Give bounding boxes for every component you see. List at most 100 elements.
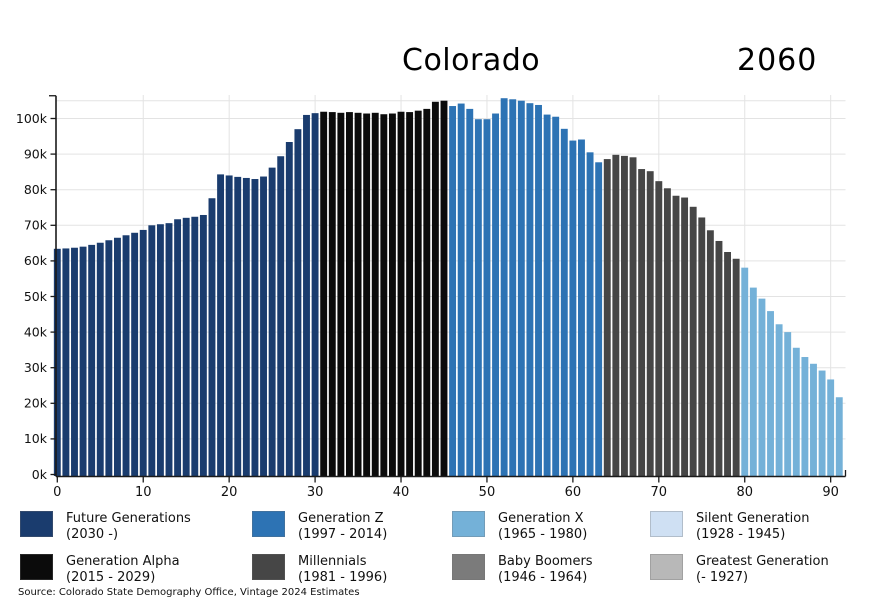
- bar-age-31: [320, 111, 328, 477]
- bar-age-79: [732, 258, 740, 476]
- x-tick-label: 50: [479, 485, 496, 500]
- bar-age-57: [543, 114, 551, 476]
- bar-age-4: [88, 244, 96, 476]
- legend-swatch-future-generations: [20, 511, 53, 537]
- bar-age-69: [646, 171, 654, 476]
- bar-age-9: [131, 232, 139, 476]
- x-tick-label: 60: [565, 485, 582, 500]
- bar-age-6: [105, 240, 113, 476]
- bar-age-46: [449, 106, 457, 476]
- bar-age-38: [380, 114, 388, 476]
- legend-years: (2030 -): [66, 527, 119, 542]
- bar-age-7: [114, 237, 121, 476]
- legend-years: (1946 - 1964): [498, 570, 588, 585]
- legend-item-baby-boomers: Baby Boomers (1946 - 1964): [452, 554, 593, 586]
- legend-item-generation-x: Generation X (1965 - 1980): [452, 511, 587, 543]
- bar-age-16: [191, 216, 199, 476]
- bar-age-52: [500, 98, 508, 477]
- bar-age-88: [810, 363, 817, 476]
- legend-swatch-millennials: [252, 554, 285, 580]
- bar-age-13: [165, 223, 173, 476]
- bar-age-0: [53, 248, 61, 476]
- legend-swatch-baby-boomers: [452, 554, 485, 580]
- legend-item-millennials: Millennials (1981 - 1996): [252, 554, 387, 586]
- bar-age-42: [414, 110, 422, 477]
- legend-name: Greatest Generation: [696, 554, 829, 569]
- x-tick-label: 40: [393, 485, 410, 500]
- bar-age-48: [466, 108, 474, 476]
- bar-age-19: [217, 174, 225, 476]
- bar-age-81: [749, 287, 757, 476]
- bar-age-37: [371, 112, 379, 477]
- bar-age-3: [79, 246, 87, 476]
- x-tick-label: 10: [135, 485, 152, 500]
- bar-age-18: [208, 198, 216, 477]
- y-tick-label: 70k: [24, 218, 48, 233]
- legend-years: (1965 - 1980): [498, 527, 588, 542]
- bar-age-44: [431, 101, 439, 477]
- y-tick-label: 20k: [24, 396, 48, 411]
- bar-age-10: [139, 229, 147, 476]
- bar-age-54: [517, 100, 525, 476]
- bar-age-76: [706, 230, 714, 476]
- y-tick-label: 0k: [32, 467, 48, 482]
- bar-age-20: [225, 175, 233, 476]
- bar-age-74: [689, 206, 697, 477]
- x-tick-label: 0: [53, 485, 61, 500]
- bar-age-78: [724, 252, 731, 476]
- legend-name: Generation Alpha: [66, 554, 180, 569]
- bar-age-30: [311, 113, 319, 476]
- x-tick-label: 30: [307, 485, 324, 500]
- y-tick-label: 30k: [24, 360, 48, 375]
- bar-age-85: [784, 332, 792, 476]
- bar-age-41: [406, 112, 414, 476]
- legend-swatch-generation-x: [452, 511, 485, 537]
- y-tick-label: 90k: [24, 146, 48, 161]
- chart-legend: Future Generations (2030 -) Generation Z…: [0, 507, 880, 585]
- bar-age-47: [457, 103, 465, 477]
- bar-age-72: [672, 195, 680, 476]
- bar-age-35: [354, 112, 362, 477]
- bar-age-17: [199, 214, 207, 477]
- bar-age-55: [526, 103, 534, 476]
- bar-age-61: [578, 139, 585, 476]
- bars: [53, 98, 843, 477]
- legend-swatch-generation-alpha: [20, 554, 53, 580]
- chart-title-state: Colorado: [402, 43, 541, 78]
- source-note: Source: Colorado State Demography Office…: [18, 587, 360, 598]
- bar-age-11: [148, 225, 156, 476]
- legend-years: (1981 - 1996): [298, 570, 388, 585]
- bar-age-28: [294, 129, 302, 476]
- y-tick-label: 100k: [16, 111, 48, 126]
- bar-age-43: [423, 108, 431, 476]
- bar-age-77: [715, 240, 723, 476]
- bar-age-82: [758, 298, 766, 476]
- bar-age-51: [492, 113, 499, 477]
- legend-swatch-generation-z: [252, 511, 285, 537]
- legend-years: (2015 - 2029): [66, 570, 156, 585]
- legend-name: Silent Generation: [696, 511, 810, 526]
- bar-age-32: [328, 112, 336, 476]
- bar-age-65: [612, 154, 620, 476]
- bar-age-24: [260, 176, 267, 476]
- legend-years: (1928 - 1945): [696, 527, 786, 542]
- legend-years: (- 1927): [696, 570, 749, 585]
- legend-name: Generation X: [498, 511, 584, 526]
- x-axis: 0 10 20 30 40 50 60 70 80 90: [53, 470, 847, 500]
- bar-age-70: [655, 181, 663, 476]
- bar-age-87: [801, 357, 809, 476]
- bar-age-12: [156, 224, 164, 476]
- legend-name: Generation Z: [298, 511, 384, 526]
- legend-name: Millennials: [298, 554, 367, 569]
- bar-age-21: [234, 176, 242, 476]
- y-tick-label: 50k: [24, 289, 48, 304]
- chart-title-year: 2060: [737, 43, 818, 78]
- bar-age-33: [337, 112, 345, 477]
- age-distribution-chart: 0k 10k 20k 30k 40k 50k 60k 70k 80k 90k 100k 0 10 20 30…: [16, 95, 847, 500]
- bar-age-5: [96, 242, 104, 476]
- bar-age-59: [560, 128, 568, 476]
- bar-age-1: [62, 248, 70, 476]
- bar-age-39: [388, 113, 396, 477]
- y-axis: 0k 10k 20k 30k 40k 50k 60k 70k 80k 90k 100k: [16, 95, 57, 482]
